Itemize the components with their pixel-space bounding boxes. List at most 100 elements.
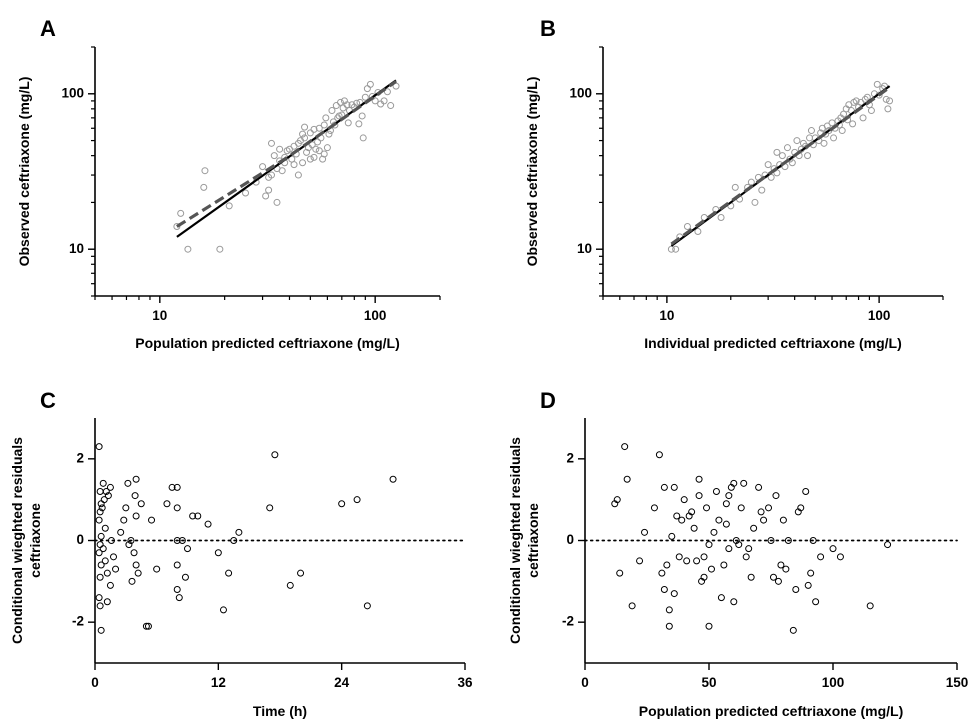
line-of-identity xyxy=(670,85,891,247)
x-tick-label: 100 xyxy=(868,308,891,323)
y-tick-label: 0 xyxy=(566,532,574,547)
data-point xyxy=(636,557,644,565)
panel-d: D 0 50 100 150 -2 0 2 Population predicted ceftr… xyxy=(507,388,968,719)
data-point xyxy=(102,488,110,495)
data-point xyxy=(817,553,825,561)
data-point xyxy=(184,545,191,553)
y-tick-label: 100 xyxy=(569,85,592,100)
data-point xyxy=(705,541,713,549)
data-point xyxy=(204,520,212,528)
data-point xyxy=(338,500,346,508)
data-point xyxy=(668,532,676,540)
data-point xyxy=(675,553,683,561)
data-point xyxy=(873,80,881,88)
data-point xyxy=(95,549,103,557)
data-point xyxy=(124,479,132,487)
data-point xyxy=(797,504,805,512)
y-axis-title-line: Conditional wieghted residuals xyxy=(507,437,523,644)
data-point xyxy=(867,107,875,115)
data-point xyxy=(132,475,140,483)
data-point xyxy=(225,569,233,577)
y-axis-title-line: Conditional wieghted residuals xyxy=(9,437,25,644)
data-point xyxy=(214,549,222,557)
x-tick-label: 150 xyxy=(946,675,969,690)
data-point xyxy=(745,545,753,553)
data-point xyxy=(806,134,814,142)
data-point xyxy=(616,569,624,577)
data-point xyxy=(276,145,284,153)
data-point xyxy=(658,569,666,577)
data-point xyxy=(306,155,314,163)
data-point xyxy=(294,171,302,179)
data-point xyxy=(678,516,686,524)
data-point xyxy=(225,202,233,210)
y-axis-title: Observed ceftriaxone (mg/L) xyxy=(524,77,540,267)
data-point xyxy=(267,139,275,147)
data-point xyxy=(270,152,278,160)
data-point xyxy=(859,114,867,122)
data-point xyxy=(849,120,857,128)
data-point xyxy=(784,537,792,544)
data-point xyxy=(153,565,161,573)
data-point xyxy=(769,573,777,581)
data-point xyxy=(131,492,139,500)
data-point xyxy=(358,112,366,120)
data-point xyxy=(778,152,786,160)
data-point xyxy=(328,107,336,115)
data-point xyxy=(163,500,171,508)
data-point xyxy=(670,483,678,491)
data-point xyxy=(863,93,871,101)
data-point xyxy=(884,541,892,549)
data-point xyxy=(700,573,708,581)
data-point xyxy=(884,105,892,113)
data-point xyxy=(363,602,371,610)
data-point xyxy=(710,528,718,536)
data-point xyxy=(361,93,369,101)
y-tick-label: 10 xyxy=(577,241,592,256)
data-point xyxy=(343,101,351,109)
x-axis-title: Population predicted ceftriaxone (mg/L) xyxy=(639,703,903,719)
data-point xyxy=(175,594,183,602)
y-tick-label: 100 xyxy=(61,85,84,100)
data-point xyxy=(259,163,267,171)
data-point xyxy=(655,451,663,459)
data-point xyxy=(216,245,224,253)
data-point xyxy=(725,545,733,553)
data-point xyxy=(840,110,848,118)
data-point xyxy=(366,80,374,88)
data-point xyxy=(301,134,309,142)
data-point xyxy=(142,622,150,630)
data-point xyxy=(830,134,838,142)
data-point xyxy=(178,537,186,544)
data-point xyxy=(97,626,105,634)
y-axis-title: Observed ceftriaxone (mg/L) xyxy=(16,77,32,267)
data-point xyxy=(703,504,711,512)
data-point xyxy=(262,192,270,200)
data-point xyxy=(200,183,208,191)
data-point xyxy=(353,496,361,504)
data-point xyxy=(189,512,197,520)
data-point xyxy=(95,594,103,602)
data-point xyxy=(271,451,279,459)
smooth-trend-line xyxy=(176,80,397,228)
data-point xyxy=(747,573,755,581)
data-point xyxy=(265,186,273,194)
data-point xyxy=(705,622,713,630)
data-point xyxy=(783,144,791,152)
data-point xyxy=(807,569,815,577)
data-point xyxy=(650,504,658,512)
data-point xyxy=(122,504,130,512)
y-axis-title-line: ceftriaxone xyxy=(525,503,541,578)
data-point xyxy=(128,577,136,585)
data-point xyxy=(320,150,328,158)
data-point xyxy=(809,537,817,544)
data-points xyxy=(173,80,400,253)
x-tick-label: 100 xyxy=(364,308,387,323)
data-point xyxy=(339,104,347,112)
data-point xyxy=(641,528,649,536)
data-point xyxy=(621,443,629,451)
y-tick-label: -2 xyxy=(562,614,574,629)
data-point xyxy=(97,500,105,508)
y-tick-label: 2 xyxy=(76,450,84,465)
